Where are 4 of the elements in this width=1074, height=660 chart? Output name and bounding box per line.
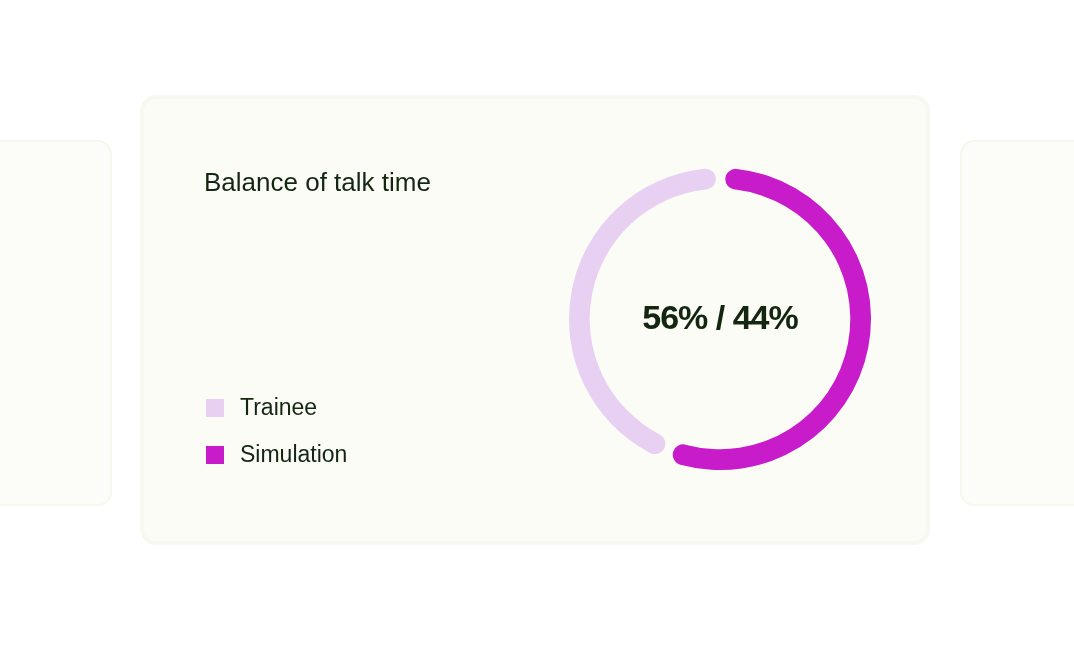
legend-label: Simulation: [240, 441, 348, 468]
text: 56% / 44%: [641, 298, 799, 337]
chart-title: Balance of talk time: [204, 167, 431, 198]
legend-label: Trainee: [240, 394, 318, 421]
